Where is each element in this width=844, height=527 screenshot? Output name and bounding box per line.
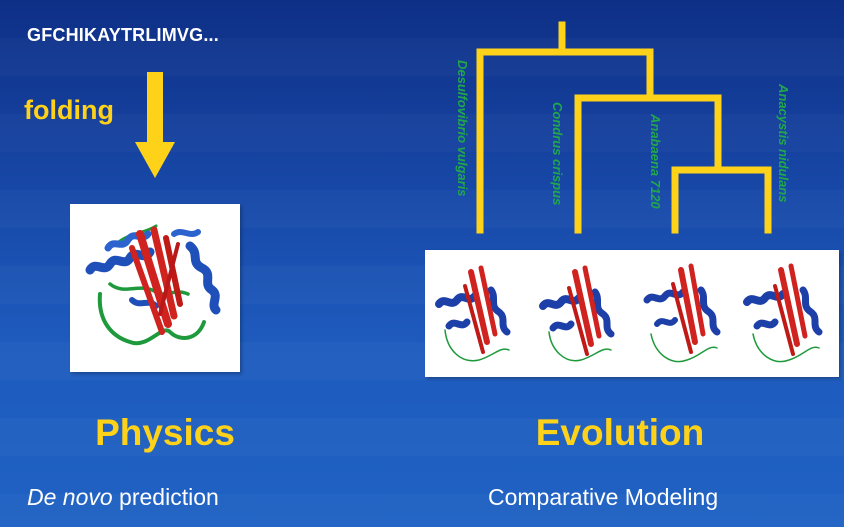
down-arrow-icon <box>135 72 175 178</box>
species-label-anacystis: Anacystis nidulans <box>776 84 791 203</box>
prediction-text: prediction <box>112 484 219 510</box>
protein-ribbon-icon-3 <box>643 263 721 363</box>
protein-ribbon-icon <box>85 224 221 346</box>
protein-ribbon-row <box>435 263 823 363</box>
evolution-heading: Evolution <box>535 412 705 453</box>
physics-heading: Physics <box>95 412 235 453</box>
protein-ribbon-icon-2 <box>539 265 615 362</box>
de-novo-italic: De novo <box>27 484 113 510</box>
protein-ribbon-icon-4 <box>743 263 823 363</box>
comparative-modeling-subtitle: Comparative Modeling <box>488 484 719 510</box>
de-novo-structure-panel <box>70 204 240 372</box>
species-label-condrus: Condrus crispus <box>550 102 565 206</box>
species-label-desulfovibrio: Desulfovibrio vulgaris <box>455 60 470 197</box>
homolog-structures-panel <box>425 250 839 377</box>
phylogenetic-tree <box>476 21 772 234</box>
amino-acid-sequence: GFCHIKAYTRLIMVG... <box>27 25 219 45</box>
protein-ribbon-icon-1 <box>435 265 511 362</box>
species-label-anabaena: Anabaena 7120 <box>648 114 663 209</box>
de-novo-prediction-subtitle: De novo prediction <box>27 484 219 511</box>
folding-label: folding <box>24 95 114 125</box>
